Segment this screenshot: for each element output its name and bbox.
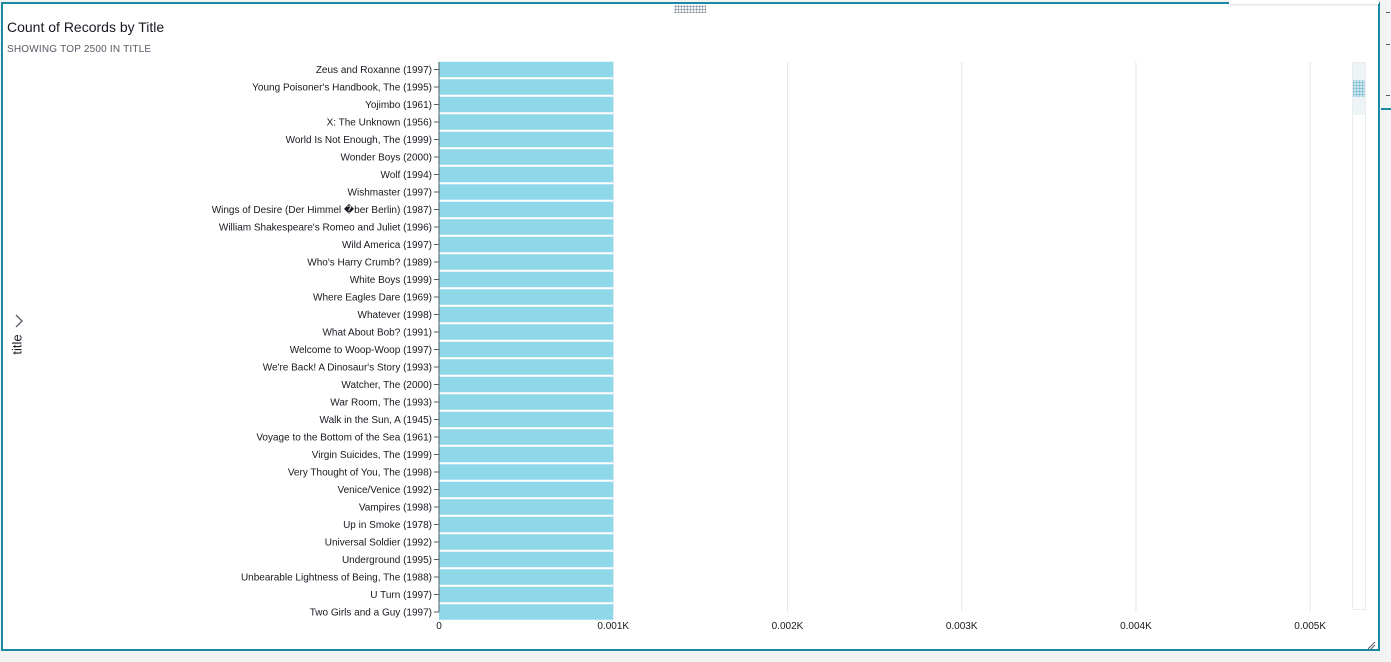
bar[interactable] — [439, 376, 614, 393]
scrollbar-bottom-cap — [1353, 97, 1365, 115]
category-label: Two Girls and a Guy (1997) — [310, 608, 432, 619]
category-label: World Is Not Enough, The (1999) — [286, 135, 432, 146]
category-label: Wild America (1997) — [342, 240, 432, 251]
bar[interactable] — [439, 114, 614, 130]
category-label: Virgin Suicides, The (1999) — [312, 450, 432, 461]
bar[interactable] — [439, 184, 614, 200]
x-tick-label: 0.002K — [772, 621, 804, 632]
category-label: Watcher, The (2000) — [341, 380, 432, 391]
visual-title: Count of Records by Title — [7, 19, 165, 35]
bar[interactable] — [439, 271, 614, 288]
category-label: U Turn (1997) — [370, 590, 432, 601]
bar[interactable] — [439, 131, 614, 148]
scrollbar-thumb[interactable] — [1353, 80, 1365, 97]
x-tick-labels: 0 0.001K 0.002K 0.003K 0.004K 0.005K — [436, 621, 1326, 632]
category-label: Wonder Boys (2000) — [340, 153, 432, 164]
category-label: Zeus and Roxanne (1997) — [316, 65, 432, 76]
category-label: Voyage to the Bottom of the Sea (1961) — [256, 433, 432, 444]
category-label: Universal Soldier (1992) — [325, 538, 432, 549]
bar[interactable] — [439, 481, 614, 498]
category-label: Vampires (1998) — [359, 503, 432, 514]
x-tick-label: 0.003K — [946, 621, 978, 632]
category-label: Wolf (1994) — [380, 170, 432, 181]
bar[interactable] — [439, 446, 614, 463]
category-label: Up in Smoke (1978) — [343, 520, 432, 531]
bar[interactable] — [439, 429, 614, 445]
category-label: Young Poisoner's Handbook, The (1995) — [252, 83, 432, 94]
chevron-right-icon[interactable] — [11, 312, 27, 330]
bar[interactable] — [439, 534, 614, 550]
edge-mark — [1386, 12, 1390, 13]
bar[interactable] — [439, 341, 614, 358]
bar[interactable] — [439, 96, 614, 113]
bar[interactable] — [439, 551, 614, 568]
bar[interactable] — [439, 254, 614, 270]
bar[interactable] — [439, 79, 614, 95]
axes — [434, 62, 440, 613]
adjacent-visual-card — [1229, 0, 1379, 4]
right-panel-edge — [1381, 0, 1391, 662]
category-labels: Zeus and Roxanne (1997) Young Poisoner's … — [212, 65, 432, 619]
resize-corner-icon[interactable] — [1367, 637, 1376, 650]
category-label: X: The Unknown (1956) — [327, 118, 432, 129]
bar[interactable] — [439, 411, 614, 428]
x-tick-label: 0.001K — [597, 621, 629, 632]
category-label: William Shakespeare's Romeo and Juliet (… — [219, 223, 432, 234]
bar[interactable] — [439, 61, 614, 78]
bar[interactable] — [439, 236, 614, 253]
category-label: Wings of Desire (Der Himmel �ber Berlin)… — [212, 203, 432, 216]
bar[interactable] — [439, 166, 614, 183]
gridlines — [612, 62, 1311, 612]
edge-mark — [1386, 95, 1390, 96]
category-label: Who's Harry Crumb? (1989) — [307, 258, 432, 269]
bar[interactable] — [439, 516, 614, 533]
bars — [439, 61, 614, 620]
bar[interactable] — [439, 586, 614, 603]
category-label: Where Eagles Dare (1969) — [313, 293, 432, 304]
category-label: Wishmaster (1997) — [348, 188, 432, 199]
bar[interactable] — [439, 289, 614, 305]
category-label: We're Back! A Dinosaur's Story (1993) — [263, 363, 432, 374]
category-label: Underground (1995) — [342, 555, 432, 566]
bar[interactable] — [439, 149, 614, 165]
bar[interactable] — [439, 499, 614, 515]
visual-card[interactable] — [1, 2, 1380, 651]
bar[interactable] — [439, 201, 614, 218]
x-tick-label: 0.004K — [1120, 621, 1152, 632]
bar[interactable] — [439, 324, 614, 340]
drag-handle-icon[interactable] — [674, 5, 706, 13]
bar[interactable] — [439, 394, 614, 410]
bar[interactable] — [439, 359, 614, 375]
category-label: War Room, The (1993) — [330, 398, 432, 409]
category-label: Very Thought of You, The (1998) — [288, 468, 432, 479]
category-label: Venice/Venice (1992) — [337, 485, 432, 496]
bar[interactable] — [439, 604, 614, 620]
scrollbar-top-cap — [1353, 63, 1365, 80]
bar[interactable] — [439, 219, 614, 235]
bar[interactable] — [439, 306, 614, 323]
category-label: What About Bob? (1991) — [322, 328, 432, 339]
category-label: Yojimbo (1961) — [365, 100, 432, 111]
chart-scrollbar[interactable] — [1352, 62, 1366, 610]
category-label: Walk in the Sun, A (1945) — [320, 415, 432, 426]
bar[interactable] — [439, 569, 614, 585]
category-label: Whatever (1998) — [358, 310, 432, 321]
edge-mark — [1386, 44, 1390, 45]
x-tick-label: 0 — [436, 621, 442, 632]
x-tick-label: 0.005K — [1294, 621, 1326, 632]
category-label: Unbearable Lightness of Being, The (1988… — [241, 573, 432, 584]
adjacent-visual-border — [1381, 108, 1391, 110]
visual-subtitle: SHOWING TOP 2500 IN TITLE — [7, 44, 152, 55]
category-label: White Boys (1999) — [350, 275, 432, 286]
bar[interactable] — [439, 464, 614, 480]
category-label: Welcome to Woop-Woop (1997) — [290, 345, 432, 356]
